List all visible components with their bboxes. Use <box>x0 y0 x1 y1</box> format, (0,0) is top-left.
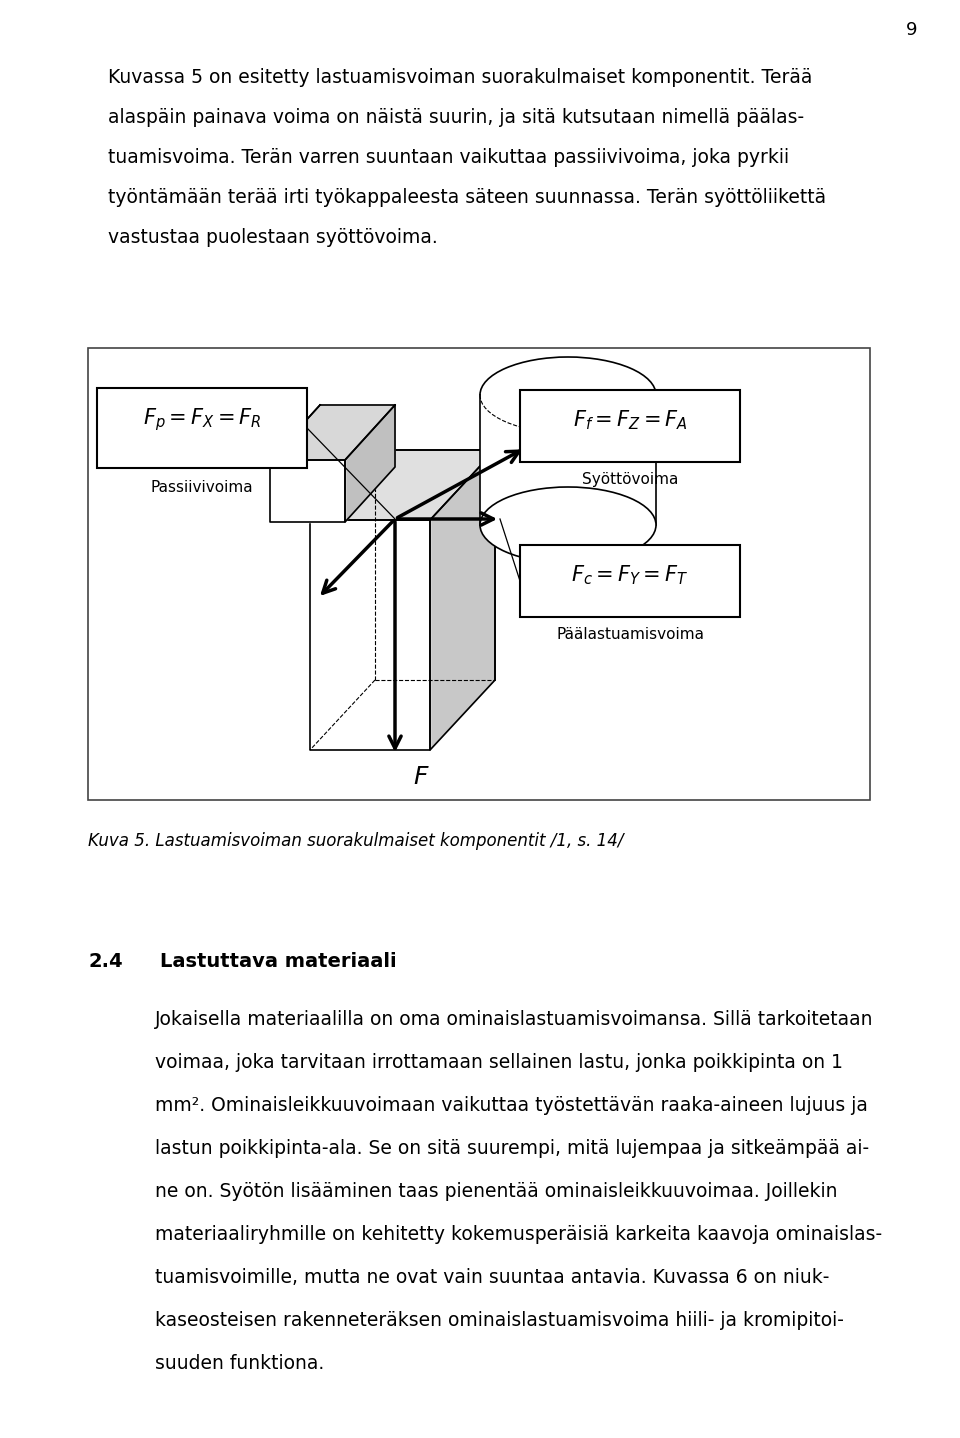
Text: $F$: $F$ <box>413 765 430 789</box>
Polygon shape <box>270 460 345 522</box>
Text: tuamisvoimille, mutta ne ovat vain suuntaa antavia. Kuvassa 6 on niuk-: tuamisvoimille, mutta ne ovat vain suunt… <box>155 1268 829 1287</box>
Text: kaseosteisen rakenneteräksen ominaislastuamisvoima hiili- ja kromipitoi-: kaseosteisen rakenneteräksen ominaislast… <box>155 1311 844 1330</box>
Text: lastun poikkipinta-ala. Se on sitä suurempi, mitä lujempaa ja sitkeämpää ai-: lastun poikkipinta-ala. Se on sitä suure… <box>155 1139 869 1158</box>
Text: ne on. Syötön lisääminen taas pienentää ominaisleikkuuvoimaa. Joillekin: ne on. Syötön lisääminen taas pienentää … <box>155 1182 837 1201</box>
Polygon shape <box>430 450 495 751</box>
Text: työntämään terää irti työkappaleesta säteen suunnassa. Terän syöttöliikettä: työntämään terää irti työkappaleesta sät… <box>108 188 827 207</box>
Text: Kuvassa 5 on esitetty lastuamisvoiman suorakulmaiset komponentit. Terää: Kuvassa 5 on esitetty lastuamisvoiman su… <box>108 68 812 88</box>
Bar <box>88 348 870 800</box>
Text: vastustaa puolestaan syöttövoima.: vastustaa puolestaan syöttövoima. <box>108 229 438 247</box>
Text: $F_p = F_X = F_R$: $F_p = F_X = F_R$ <box>143 407 261 433</box>
Text: alaspäin painava voima on näistä suurin, ja sitä kutsutaan nimellä päälas-: alaspäin painava voima on näistä suurin,… <box>108 108 804 127</box>
FancyBboxPatch shape <box>520 545 740 617</box>
Text: 2.4: 2.4 <box>88 952 123 971</box>
Text: Päälastuamisvoima: Päälastuamisvoima <box>556 627 704 641</box>
Text: materiaaliryhmille on kehitetty kokemusperäisiä karkeita kaavoja ominaislas-: materiaaliryhmille on kehitetty kokemusp… <box>155 1225 882 1244</box>
Text: Jokaisella materiaalilla on oma ominaislastuamisvoimansa. Sillä tarkoitetaan: Jokaisella materiaalilla on oma ominaisl… <box>155 1009 874 1030</box>
Polygon shape <box>480 395 656 525</box>
FancyBboxPatch shape <box>520 390 740 462</box>
Ellipse shape <box>480 487 656 564</box>
Text: suuden funktiona.: suuden funktiona. <box>155 1355 324 1373</box>
Text: Lastuttava materiaali: Lastuttava materiaali <box>160 952 396 971</box>
Text: Passiivivoima: Passiivivoima <box>151 480 253 495</box>
Text: mm². Ominaisleikkuuvoimaan vaikuttaa työstettävän raaka-aineen lujuus ja: mm². Ominaisleikkuuvoimaan vaikuttaa työ… <box>155 1096 868 1114</box>
Text: tuamisvoima. Terän varren suuntaan vaikuttaa passiivivoima, joka pyrkii: tuamisvoima. Terän varren suuntaan vaiku… <box>108 148 789 167</box>
Polygon shape <box>310 450 495 521</box>
Polygon shape <box>270 406 395 460</box>
Text: voimaa, joka tarvitaan irrottamaan sellainen lastu, jonka poikkipinta on 1: voimaa, joka tarvitaan irrottamaan sella… <box>155 1053 843 1071</box>
Text: $F_c = F_Y = F_T$: $F_c = F_Y = F_T$ <box>571 564 688 587</box>
Polygon shape <box>310 521 430 751</box>
Text: 9: 9 <box>906 22 918 39</box>
Text: Syöttövoima: Syöttövoima <box>582 472 678 487</box>
Polygon shape <box>345 406 395 522</box>
Text: $F_f = F_Z = F_A$: $F_f = F_Z = F_A$ <box>573 408 687 431</box>
Text: Kuva 5. Lastuamisvoiman suorakulmaiset komponentit /1, s. 14/: Kuva 5. Lastuamisvoiman suorakulmaiset k… <box>88 833 623 850</box>
FancyBboxPatch shape <box>97 388 307 467</box>
